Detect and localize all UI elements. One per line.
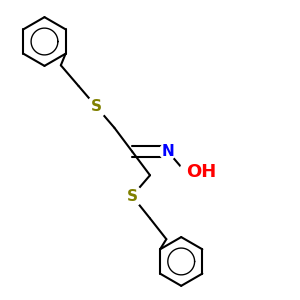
Text: S: S <box>127 189 138 204</box>
Circle shape <box>86 97 107 117</box>
Text: S: S <box>91 99 102 114</box>
Text: N: N <box>161 144 174 159</box>
Circle shape <box>180 159 206 186</box>
Text: OH: OH <box>186 163 216 181</box>
Circle shape <box>122 186 142 206</box>
Circle shape <box>160 143 176 160</box>
